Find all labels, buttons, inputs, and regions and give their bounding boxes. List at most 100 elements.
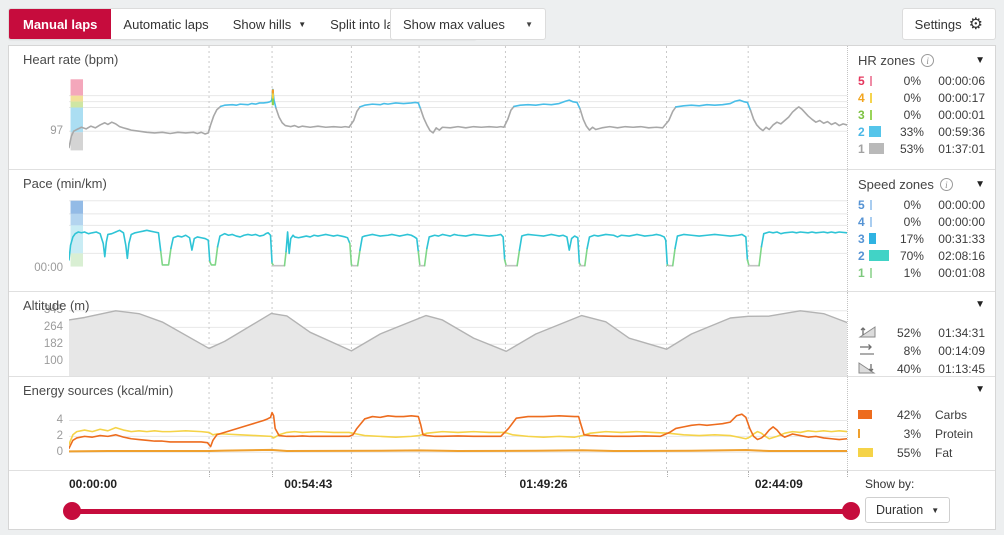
- slider-handle-right[interactable]: [842, 502, 860, 520]
- time-axis-label: 00:00:00: [69, 477, 118, 491]
- flat-icon: [858, 343, 890, 359]
- energy-ytick: 2: [56, 430, 63, 442]
- speed-zones-panel: Speed zones i ▼ 5 0% 00:00:00 4 0% 00:00:00 …: [847, 170, 995, 291]
- pace-chart[interactable]: [69, 170, 847, 291]
- zone-percent: 33%: [899, 124, 924, 139]
- fat-row: 55% Fat: [848, 443, 995, 462]
- timeline-strip: 00:00:00 00:54:43 01:49:26 02:44:09 Show by…: [9, 471, 995, 529]
- lap-tick: [579, 471, 581, 477]
- show-by-label: Show by:: [865, 477, 915, 491]
- energy-chart[interactable]: [69, 377, 847, 470]
- descent-row: 40% 01:13:45: [848, 360, 995, 378]
- zone-bar: [870, 199, 872, 210]
- automatic-laps-button[interactable]: Automatic laps: [111, 9, 220, 39]
- time-ticks: [69, 471, 848, 479]
- time-axis-label: 00:54:43: [284, 477, 333, 491]
- show-hills-dropdown[interactable]: Show hills ▼: [221, 9, 318, 39]
- hr-zone-row: 5 0% 00:00:06: [848, 72, 995, 89]
- zone-bar: [870, 92, 872, 103]
- collapse-icon[interactable]: ▼: [975, 384, 985, 395]
- zone-percent: 0%: [903, 197, 921, 212]
- zone-bar: [869, 250, 890, 261]
- show-hills-label: Show hills: [232, 16, 292, 32]
- protein-label: Protein: [935, 426, 974, 441]
- speed-zone-row: 3 17% 00:31:33: [848, 230, 995, 247]
- zone-percent: 70%: [899, 248, 924, 263]
- zone-percent: 1%: [903, 265, 921, 280]
- zone-time: 00:00:00: [938, 197, 985, 212]
- zone-percent: 0%: [903, 90, 921, 105]
- time-axis-label: 02:44:09: [754, 477, 803, 491]
- carbs-row: 42% Carbs: [848, 405, 995, 424]
- show-by-value: Duration: [876, 503, 924, 517]
- zone-percent: 0%: [903, 73, 921, 88]
- pace-y-axis: 00:00: [9, 170, 69, 291]
- ascent-icon: [858, 325, 890, 341]
- zone-time: 00:01:08: [938, 265, 985, 280]
- toolbar: Manual laps Automatic laps Show hills ▼ S…: [8, 8, 996, 40]
- altitude-stats-list: 52% 01:34:31 8% 00:14:09 40% 01:13:45: [848, 324, 995, 378]
- alt-ytick: 100: [43, 355, 63, 367]
- zone-time: 00:00:01: [938, 107, 985, 122]
- hr-zone-row: 1 53% 01:37:01: [848, 140, 995, 157]
- alt-ytick: 264: [43, 321, 63, 333]
- info-icon[interactable]: i: [939, 178, 953, 191]
- show-by-dropdown[interactable]: Duration ▼: [865, 497, 951, 523]
- split-into-laps-label: Split into laps: [330, 16, 408, 32]
- lap-tick: [272, 471, 274, 477]
- zone-bar: [869, 233, 877, 244]
- manual-laps-button[interactable]: Manual laps: [9, 9, 112, 39]
- collapse-icon[interactable]: ▼: [975, 55, 985, 66]
- settings-button[interactable]: Settings ⚙: [901, 8, 996, 40]
- pace-title: Pace (min/km): [23, 176, 107, 191]
- lap-tick: [847, 471, 848, 477]
- hr-zone-row: 4 0% 00:00:17: [848, 89, 995, 106]
- lap-tick: [505, 471, 507, 477]
- hr-zone-row: 3 0% 00:00:01: [848, 106, 995, 123]
- zone-percent: 53%: [899, 141, 924, 156]
- fat-swatch: [858, 448, 873, 457]
- altitude-title: Altitude (m): [23, 298, 90, 313]
- gear-icon: ⚙: [968, 16, 983, 33]
- zone-bar: [869, 143, 885, 154]
- chevron-down-icon: ▼: [298, 19, 307, 29]
- protein-row: 3% Protein: [848, 424, 995, 443]
- lap-tick: [748, 471, 750, 477]
- zone-time: 02:08:16: [938, 248, 985, 263]
- zone-percent: 0%: [903, 107, 921, 122]
- altitude-stats-panel: ▼ 52% 01:34:31 8% 00:14:09 40% 01:13:45: [847, 292, 995, 376]
- timeline-slider[interactable]: [63, 502, 860, 520]
- hr-zone-row: 2 33% 00:59:36: [848, 123, 995, 140]
- carbs-swatch: [858, 410, 872, 419]
- timeline-slider-track[interactable]: [69, 509, 851, 514]
- zone-number: 2: [858, 124, 865, 139]
- altitude-chart[interactable]: [69, 292, 847, 376]
- zone-percent: 17%: [899, 231, 924, 246]
- heart-rate-title: Heart rate (bpm): [23, 52, 119, 67]
- speed-zone-row: 5 0% 00:00:00: [848, 196, 995, 213]
- zone-number: 4: [858, 214, 865, 229]
- hr-zones-title: HR zones: [858, 53, 916, 68]
- collapse-icon[interactable]: ▼: [975, 299, 985, 310]
- collapse-icon[interactable]: ▼: [975, 179, 985, 190]
- alt-ytick: 182: [43, 338, 63, 350]
- hr-zones-list: 5 0% 00:00:06 4 0% 00:00:17 3 0% 00:00:01 2 33%…: [848, 72, 995, 157]
- speed-zone-row: 2 70% 02:08:16: [848, 247, 995, 264]
- heart-rate-chart[interactable]: [69, 46, 847, 169]
- energy-ytick: 4: [56, 414, 63, 426]
- zone-bar: [870, 75, 872, 86]
- lap-tick: [666, 471, 668, 477]
- flat-time: 00:14:09: [938, 344, 985, 358]
- fat-percent: 55%: [896, 445, 921, 460]
- slider-handle-left[interactable]: [63, 502, 81, 520]
- fat-label: Fat: [935, 445, 953, 460]
- zone-number: 5: [858, 73, 865, 88]
- time-axis-label: 01:49:26: [519, 477, 568, 491]
- descent-time: 01:13:45: [938, 362, 985, 376]
- protein-swatch: [858, 429, 860, 438]
- zone-number: 5: [858, 197, 865, 212]
- show-max-values-dropdown[interactable]: Show max values ▼: [390, 8, 546, 40]
- zone-bar: [870, 109, 872, 120]
- timeline-axis: 00:00:00 00:54:43 01:49:26 02:44:09: [63, 471, 860, 529]
- info-icon[interactable]: i: [921, 54, 935, 67]
